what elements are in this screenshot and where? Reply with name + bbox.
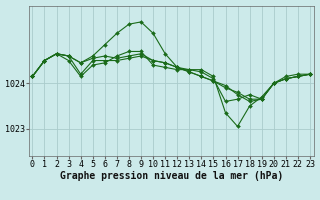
X-axis label: Graphe pression niveau de la mer (hPa): Graphe pression niveau de la mer (hPa): [60, 171, 283, 181]
